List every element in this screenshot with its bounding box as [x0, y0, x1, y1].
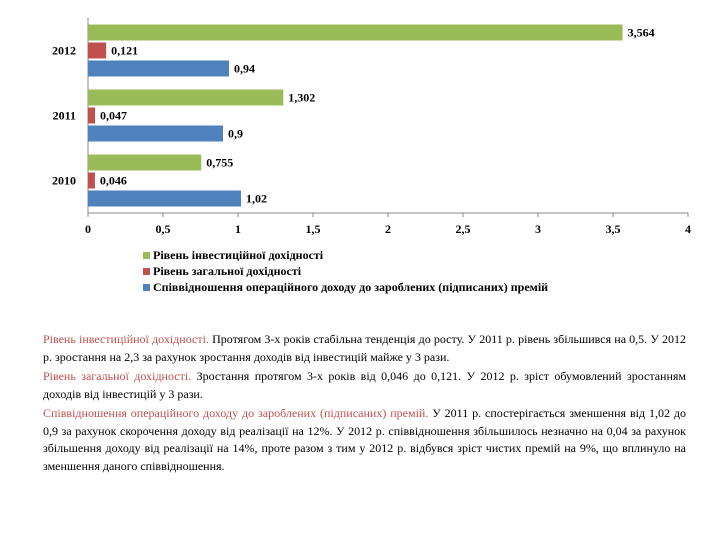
x-tick-label: 1,5	[306, 222, 321, 236]
data-label: 0,9	[228, 127, 243, 141]
x-tick-label: 2	[385, 222, 391, 236]
data-label: 0,94	[234, 62, 255, 76]
x-tick-label: 0,5	[156, 222, 171, 236]
bar	[88, 154, 202, 171]
legend-swatch	[143, 252, 150, 259]
description-title: Рівень інвестиційної дохідності.	[43, 332, 209, 346]
bar	[88, 42, 107, 59]
legend-swatch	[143, 268, 150, 275]
data-label: 0,121	[111, 44, 138, 58]
description-text: Протягом 3-х років стабільна тенденція д…	[43, 332, 686, 364]
description-paragraph-ratio: Співвідношення операційного доходу до за…	[43, 405, 686, 475]
bar	[88, 125, 223, 142]
bar	[88, 172, 95, 189]
plot-area: 0 0,5 1 1,5 2 2,5 3 3,5 4 3,564 0,121 0,94 2012 1,302…	[52, 18, 691, 236]
legend-label: Рівень загальної дохідності	[153, 264, 302, 278]
category-label: 2012	[52, 44, 76, 58]
x-tick-label: 2,5	[456, 222, 471, 236]
data-label: 0,755	[206, 156, 233, 170]
x-tick-label: 1	[235, 222, 241, 236]
x-tick-label: 3,5	[606, 222, 621, 236]
data-label: 0,047	[100, 109, 127, 123]
description-title: Співвідношення операційного доходу до за…	[43, 406, 429, 420]
x-tick-label: 3	[535, 222, 541, 236]
data-label: 1,02	[246, 192, 267, 206]
bar	[88, 107, 96, 124]
bar	[88, 89, 284, 106]
legend-swatch	[143, 284, 150, 291]
bar	[88, 60, 229, 77]
data-label: 0,046	[100, 174, 127, 188]
description-text: У 2011 р. спостерігається зменшення від …	[43, 406, 686, 473]
bar	[88, 24, 623, 41]
x-tick-label: 4	[685, 222, 691, 236]
category-label: 2010	[52, 174, 76, 188]
x-tick-label: 0	[85, 222, 91, 236]
description: Рівень інвестиційної дохідності. Протяго…	[43, 331, 686, 477]
data-label: 3,564	[628, 26, 655, 40]
description-paragraph-investment: Рівень інвестиційної дохідності. Протяго…	[43, 331, 686, 366]
bar	[88, 190, 241, 207]
data-label: 1,302	[288, 91, 315, 105]
description-title: Рівень загальної дохідності.	[43, 369, 192, 383]
legend: Рівень інвестиційної дохідності Рівень за…	[143, 248, 548, 294]
legend-label: Рівень інвестиційної дохідності	[153, 248, 324, 262]
description-text: Зростання протягом 3-х років від 0,046 д…	[43, 369, 686, 401]
legend-label: Співвідношення операційного доходу до за…	[153, 280, 548, 294]
bar-chart: 0 0,5 1 1,5 2 2,5 3 3,5 4 3,564 0,121 0,94 2012 1,302…	[52, 18, 691, 294]
description-paragraph-total: Рівень загальної дохідності. Зростання п…	[43, 368, 686, 403]
category-label: 2011	[53, 109, 76, 123]
